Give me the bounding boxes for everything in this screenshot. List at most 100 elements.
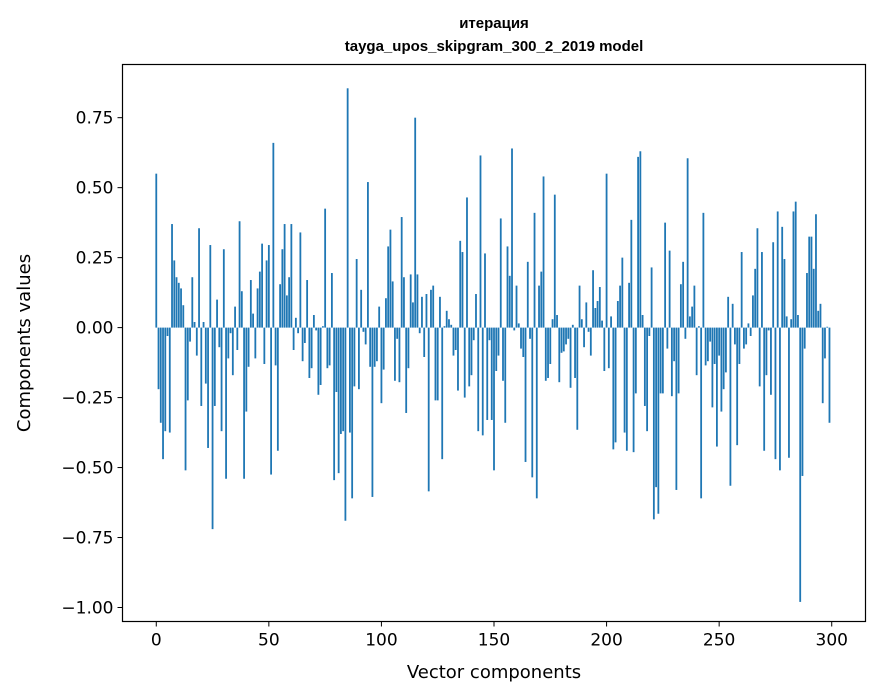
bar-55 — [279, 284, 282, 328]
bar-137 — [463, 327, 466, 398]
bar-182 — [565, 327, 567, 345]
bar-87 — [351, 327, 354, 499]
bar-40 — [245, 327, 248, 412]
bar-268 — [758, 327, 761, 387]
bar-25 — [211, 327, 214, 530]
bar-117 — [418, 327, 421, 334]
bar-9 — [175, 277, 178, 328]
y-tick-label: 0.50 — [76, 179, 114, 199]
bar-188 — [578, 285, 581, 328]
bar-291 — [810, 236, 813, 328]
bar-18 — [195, 327, 198, 356]
bar-203 — [612, 327, 615, 450]
bar-69 — [310, 327, 313, 369]
bar-102 — [385, 298, 387, 328]
bar-0 — [155, 173, 158, 328]
bar-90 — [358, 327, 360, 390]
bar-190 — [583, 327, 585, 348]
bar-234 — [682, 261, 685, 328]
bar-6 — [168, 327, 171, 433]
bar-129 — [445, 310, 448, 328]
bar-255 — [729, 327, 732, 486]
bar-75 — [324, 208, 327, 328]
bar-223 — [657, 327, 660, 514]
bar-45 — [256, 288, 259, 328]
bar-170 — [538, 285, 540, 328]
bar-38 — [240, 291, 243, 328]
bar-186 — [574, 327, 576, 378]
bar-71 — [315, 327, 318, 331]
bar-173 — [544, 327, 547, 381]
bar-209 — [625, 327, 628, 451]
bar-211 — [630, 219, 633, 328]
bar-23 — [207, 327, 209, 448]
bar-282 — [790, 319, 793, 328]
bar-230 — [673, 327, 676, 362]
bar-250 — [718, 327, 721, 356]
bar-269 — [761, 252, 763, 328]
bar-65 — [301, 327, 304, 362]
bar-30 — [222, 249, 225, 328]
bar-296 — [821, 327, 824, 404]
bar-176 — [551, 319, 554, 328]
bar-141 — [472, 327, 475, 341]
bar-160 — [515, 285, 518, 328]
bar-227 — [666, 327, 669, 349]
bar-244 — [704, 327, 707, 366]
bar-202 — [610, 316, 612, 328]
bar-207 — [621, 257, 624, 328]
bar-114 — [412, 302, 414, 328]
bar-83 — [342, 327, 345, 432]
bar-91 — [360, 289, 363, 328]
bar-293 — [815, 214, 817, 328]
bar-162 — [520, 327, 522, 349]
bar-142 — [475, 294, 477, 328]
bar-146 — [484, 253, 486, 328]
bar-254 — [727, 296, 730, 328]
bar-177 — [553, 194, 556, 328]
x-tick-label: 200 — [590, 631, 622, 651]
bar-95 — [369, 327, 372, 367]
bar-290 — [808, 236, 811, 328]
bar-79 — [333, 327, 336, 481]
bar-213 — [634, 327, 637, 394]
bar-126 — [439, 296, 441, 328]
bar-76 — [326, 327, 329, 369]
bar-159 — [513, 327, 516, 331]
bar-222 — [655, 327, 658, 488]
bar-68 — [308, 327, 311, 378]
bar-153 — [499, 218, 502, 328]
bar-221 — [652, 327, 655, 520]
bar-133 — [454, 327, 457, 350]
bar-179 — [558, 327, 561, 383]
bar-226 — [664, 222, 667, 328]
bar-42 — [249, 280, 252, 328]
bar-218 — [646, 327, 649, 432]
bar-84 — [344, 327, 347, 521]
bar-121 — [427, 327, 430, 492]
bar-187 — [576, 327, 579, 430]
bar-140 — [470, 327, 473, 376]
bar-266 — [754, 268, 757, 328]
bar-275 — [774, 327, 777, 460]
bar-82 — [339, 327, 342, 434]
x-tick-label: 100 — [365, 631, 397, 651]
bar-124 — [434, 327, 437, 401]
bar-139 — [468, 327, 471, 387]
bar-56 — [281, 249, 284, 328]
bar-208 — [623, 327, 626, 433]
bar-280 — [785, 316, 788, 328]
bar-85 — [346, 88, 349, 328]
bar-43 — [252, 313, 254, 328]
bar-17 — [193, 322, 196, 328]
bar-257 — [734, 327, 736, 345]
bar-151 — [495, 327, 498, 371]
x-tick-label: 250 — [703, 631, 735, 651]
x-axis-ticks: 0 50 100 150 200 250 300 — [151, 621, 848, 651]
bar-132 — [452, 327, 455, 356]
bar-107 — [396, 327, 399, 339]
bar-46 — [258, 271, 261, 328]
bar-285 — [797, 315, 799, 328]
bar-283 — [792, 211, 795, 328]
bar-3 — [162, 327, 164, 460]
